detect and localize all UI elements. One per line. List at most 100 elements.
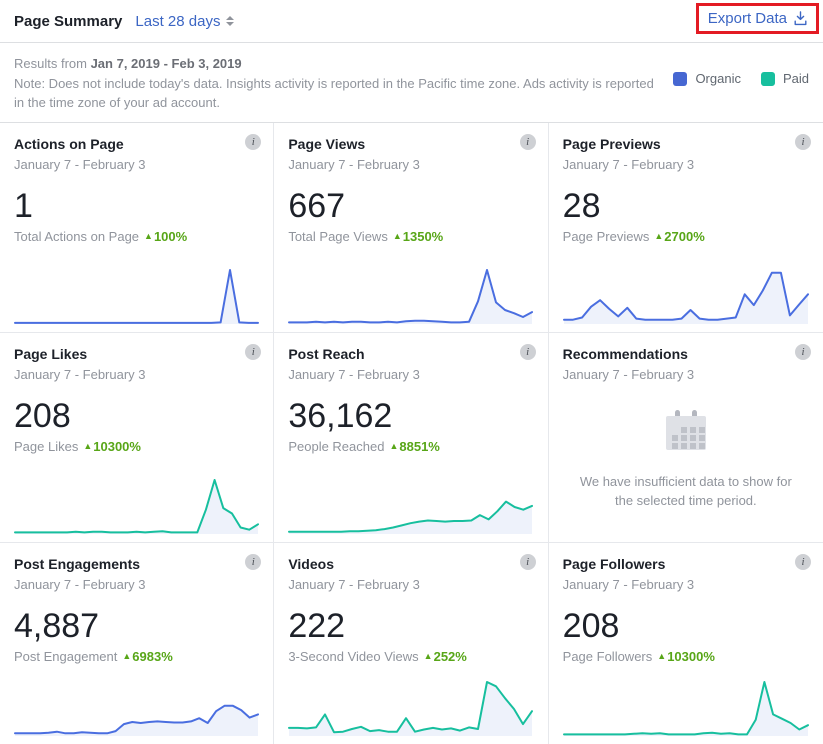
increase-arrow-icon: ▲ xyxy=(392,230,402,241)
card-page-followers[interactable]: Page Followers i January 7 - February 3 … xyxy=(548,542,823,744)
date-range-label: Last 28 days xyxy=(135,12,221,30)
sparkline-chart xyxy=(562,263,809,327)
card-date-range: January 7 - February 3 xyxy=(562,576,695,592)
card-date-range: January 7 - February 3 xyxy=(562,366,695,382)
header-divider xyxy=(0,42,823,43)
card-stat: Page Followers ▲10300% xyxy=(562,648,715,664)
sparkline-chart xyxy=(562,675,809,739)
info-icon[interactable]: i xyxy=(795,553,811,570)
note-text: Note: Does not include today's data. Ins… xyxy=(14,75,654,111)
sparkline-chart xyxy=(14,473,259,537)
card-videos[interactable]: Videos i January 7 - February 3 222 3-Se… xyxy=(274,542,549,744)
card-stat: Post Engagement ▲6983% xyxy=(14,648,173,664)
info-icon[interactable]: i xyxy=(245,133,262,150)
summary-cards-grid: Actions on Page i January 7 - February 3… xyxy=(0,121,823,744)
card-title: Post Reach xyxy=(288,345,365,362)
card-title: Page Views xyxy=(288,135,366,152)
increase-arrow-icon: ▲ xyxy=(389,440,399,451)
info-icon[interactable]: i xyxy=(519,343,536,360)
legend-item-paid: Paid xyxy=(760,69,809,89)
card-post-reach[interactable]: Post Reach i January 7 - February 3 36,1… xyxy=(274,332,549,543)
results-dates: Jan 7, 2019 - Feb 3, 2019 xyxy=(90,56,242,71)
increase-arrow-icon: ▲ xyxy=(423,650,433,661)
card-stat: People Reached ▲8851% xyxy=(288,438,440,454)
legend-organic-label: Organic xyxy=(695,71,741,86)
results-range-text: Results from Jan 7, 2019 - Feb 3, 2019 xyxy=(14,56,242,71)
increase-arrow-icon: ▲ xyxy=(83,440,93,451)
info-icon[interactable]: i xyxy=(519,133,536,150)
delta-badge: ▲2700% xyxy=(654,228,705,244)
sparkline-chart xyxy=(14,675,259,739)
sparkline-chart xyxy=(288,675,534,739)
card-date-range: January 7 - February 3 xyxy=(288,576,420,592)
card-date-range: January 7 - February 3 xyxy=(14,576,146,592)
info-icon[interactable]: i xyxy=(795,133,811,150)
card-date-range: January 7 - February 3 xyxy=(562,156,695,172)
card-title: Page Likes xyxy=(14,345,88,362)
card-stat: Total Page Views ▲1350% xyxy=(288,228,444,244)
delta-badge: ▲100% xyxy=(144,228,188,244)
delta-badge: ▲10300% xyxy=(657,648,715,664)
card-stat: 3-Second Video Views ▲252% xyxy=(288,648,467,664)
card-actions-on-page[interactable]: Actions on Page i January 7 - February 3… xyxy=(0,122,275,333)
card-title: Actions on Page xyxy=(14,135,124,152)
info-icon[interactable]: i xyxy=(795,343,811,360)
card-date-range: January 7 - February 3 xyxy=(14,366,146,382)
results-note-section: Results from Jan 7, 2019 - Feb 3, 2019 N… xyxy=(0,43,823,122)
increase-arrow-icon: ▲ xyxy=(122,650,132,661)
sparkline-chart xyxy=(288,473,534,537)
card-value: 208 xyxy=(14,396,71,435)
card-value: 4,887 xyxy=(14,606,100,645)
chart-legend: Organic Paid xyxy=(673,69,809,89)
delta-badge: ▲8851% xyxy=(389,438,440,454)
card-recommendations[interactable]: Recommendations i January 7 - February 3… xyxy=(548,332,823,543)
card-value: 208 xyxy=(562,606,620,645)
info-icon[interactable]: i xyxy=(519,553,536,570)
increase-arrow-icon: ▲ xyxy=(144,230,153,241)
delta-badge: ▲252% xyxy=(423,648,467,664)
download-icon xyxy=(794,11,807,26)
card-page-previews[interactable]: Page Previews i January 7 - February 3 2… xyxy=(548,122,823,333)
card-value: 667 xyxy=(288,186,346,225)
sparkline-chart xyxy=(288,263,534,327)
info-icon[interactable]: i xyxy=(245,553,262,570)
sparkline-chart xyxy=(14,263,259,327)
card-date-range: January 7 - February 3 xyxy=(288,366,420,382)
page-header: Page Summary Last 28 days Export Data xyxy=(0,0,823,42)
card-date-range: January 7 - February 3 xyxy=(14,156,146,172)
card-title: Post Engagements xyxy=(14,555,141,572)
card-page-views[interactable]: Page Views i January 7 - February 3 667 … xyxy=(274,122,549,333)
increase-arrow-icon: ▲ xyxy=(654,230,664,241)
card-value: 222 xyxy=(288,606,346,645)
page-title: Page Summary xyxy=(14,12,123,30)
card-date-range: January 7 - February 3 xyxy=(288,156,420,172)
delta-badge: ▲10300% xyxy=(83,438,141,454)
card-post-engagements[interactable]: Post Engagements i January 7 - February … xyxy=(0,542,275,744)
card-value: 1 xyxy=(14,186,33,225)
card-title: Recommendations xyxy=(562,345,688,362)
card-stat: Total Actions on Page ▲100% xyxy=(14,228,188,244)
export-data-button[interactable]: Export Data xyxy=(695,3,819,34)
delta-badge: ▲6983% xyxy=(122,648,173,664)
paid-color-chip xyxy=(760,71,775,86)
card-value: 36,162 xyxy=(288,396,393,435)
card-title: Videos xyxy=(288,555,334,572)
insufficient-data-message: We have insufficient data to show for th… xyxy=(579,473,792,509)
legend-item-organic: Organic xyxy=(673,69,741,89)
card-stat: Page Likes ▲10300% xyxy=(14,438,141,454)
info-icon[interactable]: i xyxy=(245,343,262,360)
card-title: Page Followers xyxy=(562,555,666,572)
legend-paid-label: Paid xyxy=(782,71,809,86)
organic-color-chip xyxy=(673,71,688,86)
date-range-selector[interactable]: Last 28 days xyxy=(135,12,235,30)
delta-badge: ▲1350% xyxy=(392,228,444,244)
export-data-label: Export Data xyxy=(707,10,787,27)
sort-arrows-icon xyxy=(226,16,235,26)
calendar-icon xyxy=(665,409,706,450)
card-title: Page Previews xyxy=(562,135,661,152)
card-page-likes[interactable]: Page Likes i January 7 - February 3 208 … xyxy=(0,332,275,543)
insufficient-data-placeholder: We have insufficient data to show for th… xyxy=(563,408,809,511)
card-value: 28 xyxy=(562,186,601,225)
card-stat: Page Previews ▲2700% xyxy=(562,228,705,244)
increase-arrow-icon: ▲ xyxy=(657,650,667,661)
